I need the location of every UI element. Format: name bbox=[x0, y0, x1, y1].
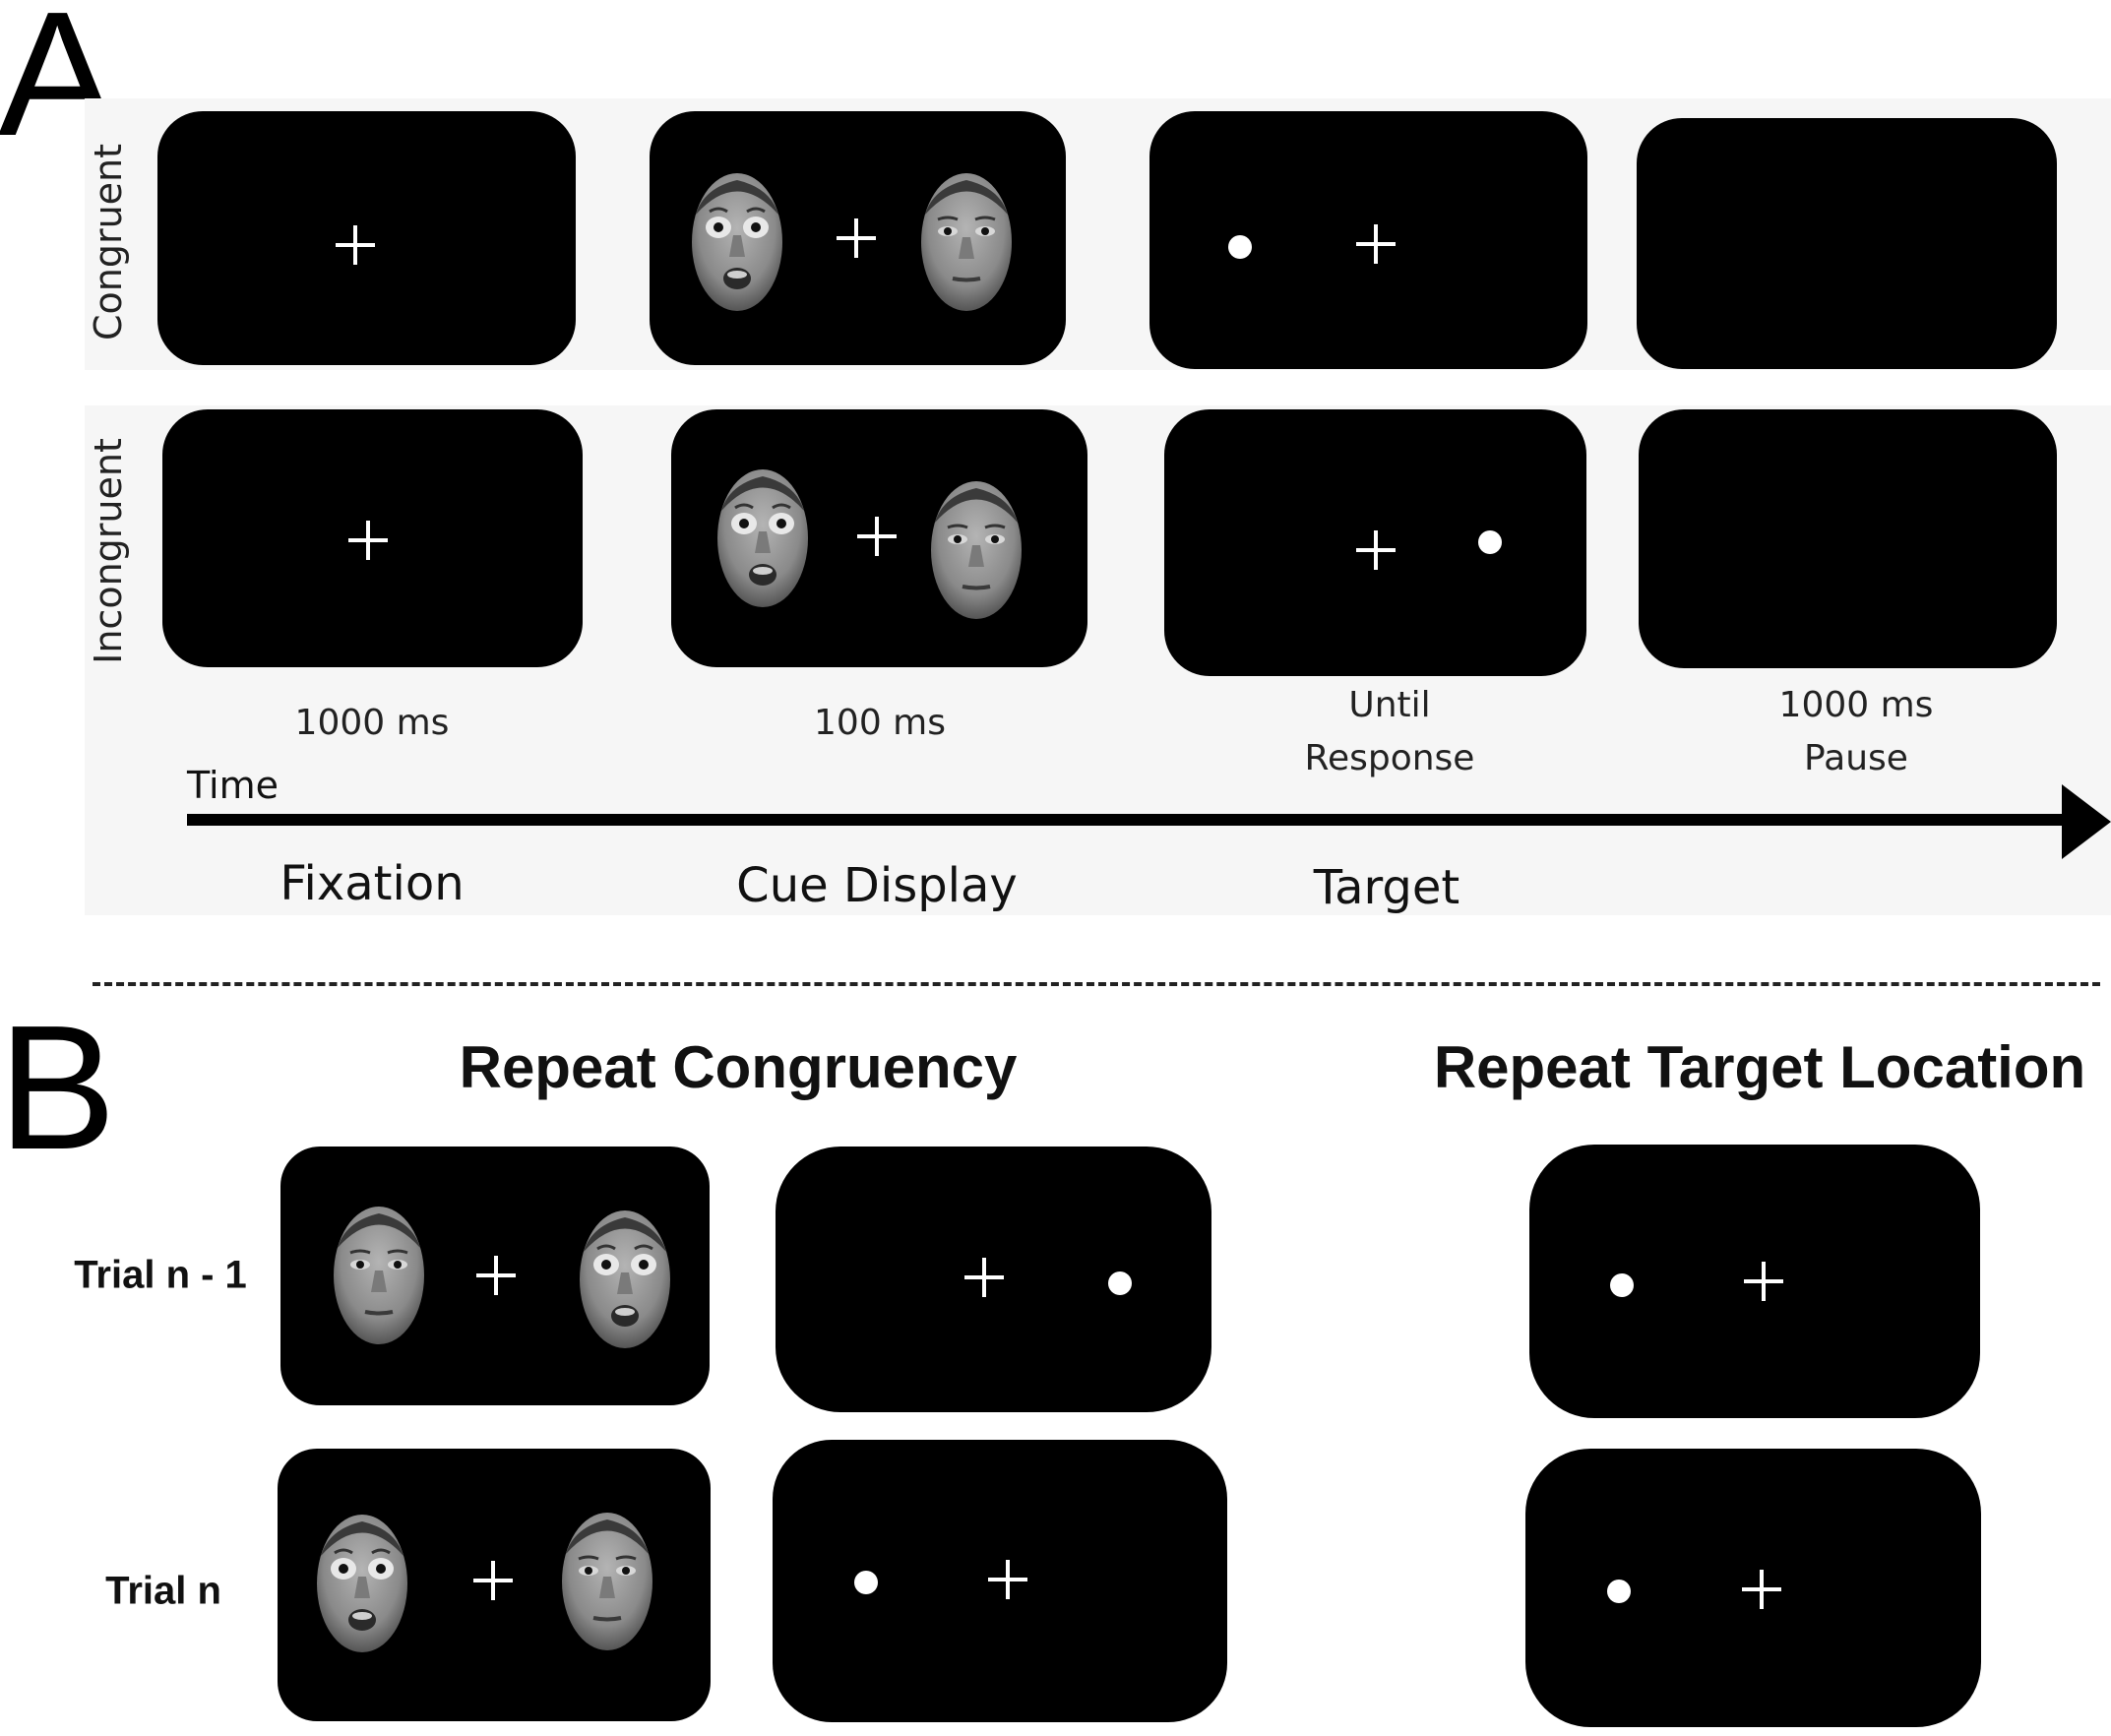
time-label: Time bbox=[187, 764, 279, 807]
fixation-cross-icon bbox=[473, 1561, 513, 1600]
cue-screen-incongruent bbox=[671, 409, 1087, 667]
trial-label-n: Trial n bbox=[105, 1569, 221, 1613]
target-dot-icon bbox=[1478, 530, 1502, 554]
fearful-face-icon bbox=[687, 170, 787, 314]
location-screen-trial-n-minus-1 bbox=[1529, 1145, 1980, 1418]
fixation-cross-icon bbox=[348, 521, 388, 560]
neutral-face-icon bbox=[557, 1510, 657, 1653]
cue-screen-congruent bbox=[650, 111, 1066, 365]
fixation-cross-icon bbox=[837, 218, 876, 258]
target-screen-trial-n bbox=[773, 1440, 1227, 1722]
row-label-incongruent: Incongruent bbox=[87, 438, 130, 664]
time-arrow-icon bbox=[187, 814, 2069, 826]
fixation-cross-icon bbox=[988, 1560, 1027, 1599]
fearful-face-icon bbox=[312, 1512, 412, 1655]
fixation-screen-congruent bbox=[157, 111, 576, 365]
fixation-cross-icon bbox=[1744, 1262, 1783, 1301]
fixation-screen-incongruent bbox=[162, 409, 583, 667]
cue-screen-trial-n bbox=[278, 1449, 711, 1721]
duration-pause: 1000 ms Pause bbox=[1778, 685, 1934, 778]
cue-screen-trial-n-minus-1 bbox=[280, 1147, 710, 1405]
target-dot-icon bbox=[1607, 1580, 1631, 1603]
fixation-cross-icon bbox=[476, 1256, 516, 1295]
neutral-face-icon bbox=[926, 478, 1026, 622]
target-dot-icon bbox=[1108, 1271, 1132, 1295]
duration-target: Until Response bbox=[1304, 685, 1475, 778]
pause-screen-incongruent bbox=[1639, 409, 2057, 668]
target-screen-trial-n-minus-1 bbox=[776, 1147, 1211, 1412]
fixation-cross-icon bbox=[857, 517, 897, 556]
fixation-cross-icon bbox=[1356, 530, 1396, 570]
fixation-cross-icon bbox=[964, 1258, 1004, 1297]
fixation-cross-icon bbox=[336, 225, 375, 265]
phase-target: Target bbox=[1313, 860, 1460, 915]
heading-repeat-congruency: Repeat Congruency bbox=[459, 1034, 1018, 1100]
phase-fixation: Fixation bbox=[279, 856, 465, 911]
fixation-cross-icon bbox=[1356, 224, 1396, 264]
panel-divider bbox=[93, 982, 2100, 986]
target-screen-incongruent bbox=[1164, 409, 1586, 676]
pause-screen-congruent bbox=[1637, 118, 2057, 369]
fearful-face-icon bbox=[575, 1208, 675, 1351]
duration-cue: 100 ms bbox=[814, 703, 946, 743]
neutral-face-icon bbox=[329, 1204, 429, 1347]
phase-cue-display: Cue Display bbox=[736, 858, 1018, 913]
time-arrow-head-icon bbox=[2062, 784, 2111, 859]
target-screen-congruent bbox=[1149, 111, 1587, 369]
location-screen-trial-n bbox=[1525, 1449, 1981, 1727]
row-label-congruent: Congruent bbox=[87, 143, 130, 341]
fixation-cross-icon bbox=[1742, 1570, 1781, 1609]
trial-label-n-minus-1: Trial n - 1 bbox=[74, 1253, 247, 1297]
target-dot-icon bbox=[1610, 1273, 1634, 1297]
fearful-face-icon bbox=[713, 466, 813, 610]
target-dot-icon bbox=[854, 1571, 878, 1594]
duration-fixation: 1000 ms bbox=[294, 703, 450, 743]
neutral-face-icon bbox=[916, 170, 1017, 314]
target-dot-icon bbox=[1228, 235, 1252, 259]
panel-letter-b: B bbox=[0, 989, 117, 1187]
heading-repeat-target-location: Repeat Target Location bbox=[1433, 1034, 2086, 1100]
